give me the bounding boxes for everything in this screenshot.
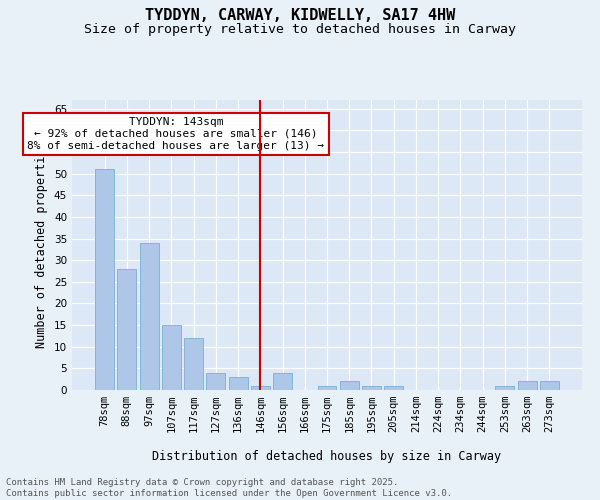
Bar: [251, 386, 270, 390]
Bar: [140, 243, 158, 390]
Bar: [540, 382, 559, 390]
Y-axis label: Number of detached properties: Number of detached properties: [35, 142, 49, 348]
Bar: [340, 382, 359, 390]
Bar: [362, 386, 381, 390]
Bar: [206, 372, 225, 390]
Bar: [273, 372, 292, 390]
Bar: [118, 269, 136, 390]
Bar: [229, 377, 248, 390]
Text: Contains HM Land Registry data © Crown copyright and database right 2025.
Contai: Contains HM Land Registry data © Crown c…: [6, 478, 452, 498]
Bar: [95, 170, 114, 390]
Bar: [317, 386, 337, 390]
Text: TYDDYN: 143sqm
← 92% of detached houses are smaller (146)
8% of semi-detached ho: TYDDYN: 143sqm ← 92% of detached houses …: [27, 118, 324, 150]
Text: Distribution of detached houses by size in Carway: Distribution of detached houses by size …: [152, 450, 502, 463]
Bar: [496, 386, 514, 390]
Text: Size of property relative to detached houses in Carway: Size of property relative to detached ho…: [84, 22, 516, 36]
Text: TYDDYN, CARWAY, KIDWELLY, SA17 4HW: TYDDYN, CARWAY, KIDWELLY, SA17 4HW: [145, 8, 455, 22]
Bar: [184, 338, 203, 390]
Bar: [162, 325, 181, 390]
Bar: [518, 382, 536, 390]
Bar: [384, 386, 403, 390]
